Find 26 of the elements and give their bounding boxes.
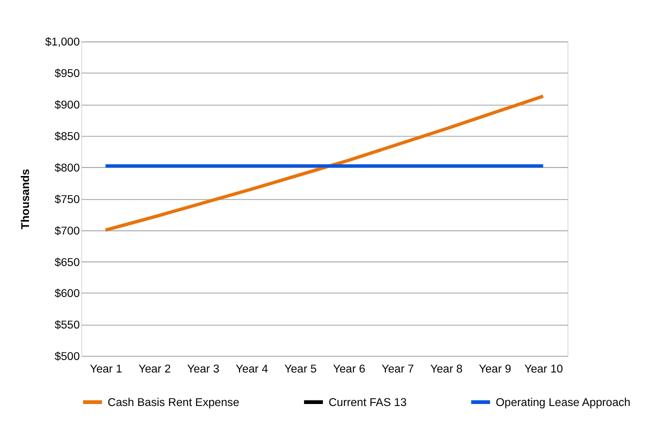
- y-tick-label: $800: [54, 162, 80, 174]
- y-tick-label: $850: [54, 131, 80, 144]
- y-axis-title: Thousands: [20, 168, 32, 230]
- x-tick-label: Year 2: [138, 363, 171, 376]
- y-tick-label: $900: [54, 100, 80, 112]
- x-tick-label: Year 7: [382, 363, 414, 376]
- x-tick-label: Year 8: [430, 363, 463, 376]
- legend-label: Current FAS 13: [328, 396, 407, 409]
- y-tick-label: $500: [54, 351, 80, 364]
- x-tick-label: Year 4: [236, 363, 268, 376]
- y-tick-label: $1,000: [45, 36, 80, 49]
- y-tick-label: $700: [54, 225, 80, 238]
- x-tick-label: Year 9: [478, 363, 512, 376]
- y-tick-label: $950: [54, 68, 80, 80]
- x-tick-label: Year 10: [524, 363, 563, 376]
- y-tick-label: $750: [54, 194, 80, 206]
- x-tick-label: Year 3: [187, 363, 220, 376]
- x-tick-label: Year 1: [90, 363, 122, 376]
- y-tick-label: $600: [54, 288, 80, 300]
- y-tick-label: $650: [54, 256, 80, 269]
- x-tick-label: Year 6: [332, 363, 366, 376]
- legend-label: Cash Basis Rent Expense: [108, 396, 240, 409]
- legend-label: Operating Lease Approach: [496, 396, 630, 409]
- x-tick-label: Year 5: [284, 363, 317, 376]
- y-tick-label: $550: [54, 320, 80, 332]
- line-series: [104, 94, 545, 232]
